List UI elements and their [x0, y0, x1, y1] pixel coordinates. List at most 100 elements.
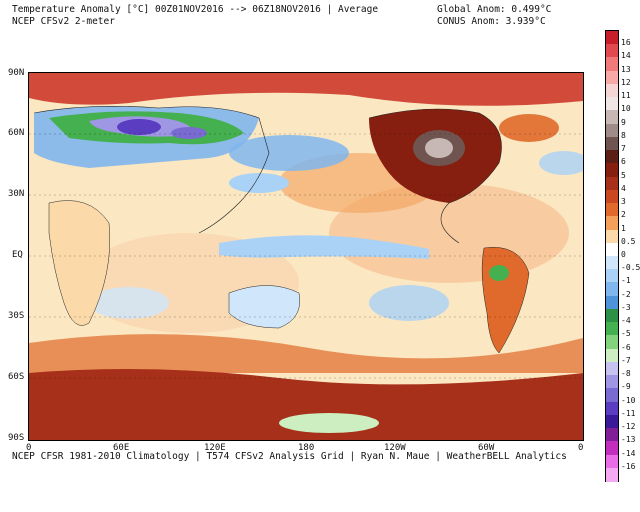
antarctic-cool-spot — [279, 413, 379, 433]
colorbar-label: -9 — [621, 382, 631, 392]
colorbar-label: 5 — [621, 170, 626, 180]
colorbar-label: -12 — [621, 422, 636, 432]
australia-landmass — [228, 285, 301, 329]
colorbar-label: 1 — [621, 223, 626, 233]
map-title: Temperature Anomaly [°C] 00Z01NOV2016 --… — [12, 4, 379, 15]
antarctic-warm-anomaly — [29, 369, 583, 440]
siberia-cold-anomaly — [117, 119, 161, 135]
colorbar-label: -6 — [621, 342, 631, 352]
colorbar-label: -16 — [621, 461, 636, 471]
lon-label-180: 180 — [298, 443, 315, 453]
colorbar-label: -4 — [621, 316, 631, 326]
colorbar-label: -2 — [621, 289, 631, 299]
colorbar-label: -14 — [621, 448, 636, 458]
colorbar-segment — [606, 57, 618, 72]
siberia-secondary-cold-spot — [171, 127, 207, 139]
colorbar-segment — [606, 229, 618, 244]
kuroshio-cool-patch — [229, 173, 289, 193]
lat-label-90n: 90N — [8, 68, 25, 78]
colorbar-label: -10 — [621, 395, 636, 405]
lat-label-60s: 60S — [8, 372, 25, 382]
colorbar — [605, 30, 619, 482]
colorbar-label: 0 — [621, 250, 626, 259]
colorbar-label: 9 — [621, 117, 626, 127]
colorbar-segment — [606, 110, 618, 125]
colorbar-segment — [606, 176, 618, 191]
lat-label-eq: EQ — [12, 250, 23, 260]
lat-label-60n: 60N — [8, 128, 25, 138]
colorbar-segment — [606, 150, 618, 165]
colorbar-label: 11 — [621, 91, 631, 101]
colorbar-segment — [606, 163, 618, 178]
north-pacific-cool-anomaly — [229, 135, 349, 171]
colorbar-segment — [606, 308, 618, 323]
canada-core-anomaly — [425, 138, 453, 158]
colorbar-segment — [606, 83, 618, 98]
lat-label-90s: 90S — [8, 433, 25, 443]
colorbar-segment — [606, 375, 618, 390]
lat-label-30n: 30N — [8, 189, 25, 199]
colorbar-segment — [606, 31, 618, 45]
colorbar-label: 3 — [621, 197, 626, 207]
colorbar-segment — [606, 123, 618, 138]
eurasia-coastline — [33, 106, 270, 234]
colorbar-segment — [606, 428, 618, 443]
colorbar-label: 4 — [621, 183, 626, 193]
lon-label-120w: 120W — [384, 443, 406, 453]
colorbar-label: -8 — [621, 369, 631, 379]
colorbar-segment — [606, 44, 618, 59]
lat-label-30s: 30S — [8, 311, 25, 321]
colorbar-label: 6 — [621, 157, 626, 167]
lon-label-60w: 60W — [478, 443, 495, 453]
greenland-warm-anomaly — [499, 114, 559, 142]
north-america-coastline — [368, 108, 502, 244]
colorbar-segment — [606, 136, 618, 151]
lon-label-0-west: 0 — [26, 443, 32, 453]
colorbar-label: 13 — [621, 64, 631, 74]
colorbar-segment — [606, 441, 618, 456]
southern-ocean-warm-band — [29, 334, 583, 373]
amazon-cool-spot — [489, 265, 509, 281]
colorbar-segment — [606, 388, 618, 403]
africa-landmass — [48, 200, 111, 326]
colorbar-label: -3 — [621, 302, 631, 312]
map-subtitle: NCEP CFSv2 2-meter — [12, 16, 115, 27]
colorbar-label: -7 — [621, 355, 631, 365]
colorbar-label: 0.5 — [621, 236, 636, 246]
colorbar-segment — [606, 269, 618, 284]
colorbar-segment — [606, 256, 618, 270]
anomaly-map-svg — [29, 73, 583, 440]
colorbar-segment — [606, 70, 618, 85]
global-anomaly-label: Global Anom: 0.499°C — [437, 4, 552, 15]
colorbar-segment — [606, 189, 618, 204]
colorbar-label: 14 — [621, 51, 631, 61]
colorbar-label: -13 — [621, 435, 636, 445]
colorbar-segment — [606, 401, 618, 416]
colorbar-segment — [606, 454, 618, 469]
equatorial-pacific-cool-band — [219, 235, 429, 259]
colorbar-segment — [606, 414, 618, 429]
lon-label-120e: 120E — [204, 443, 226, 453]
colorbar-segment — [606, 295, 618, 310]
colorbar-label: -11 — [621, 408, 636, 418]
map-credit: NCEP CFSR 1981-2010 Climatology | T574 C… — [12, 451, 567, 462]
colorbar-segment — [606, 348, 618, 363]
north-atlantic-cool-patch — [539, 151, 583, 175]
colorbar-segment — [606, 322, 618, 337]
arctic-warm-band — [29, 73, 583, 106]
colorbar-label: 16 — [621, 38, 631, 48]
colorbar-segment — [606, 335, 618, 350]
colorbar-label: 8 — [621, 130, 626, 140]
colorbar-segment — [606, 361, 618, 376]
colorbar-segment — [606, 203, 618, 218]
lon-label-0-east: 0 — [578, 443, 584, 453]
anomaly-map — [28, 72, 584, 441]
colorbar-segment — [606, 242, 618, 257]
colorbar-label: 10 — [621, 104, 631, 114]
colorbar-segment — [606, 282, 618, 297]
colorbar-label: -0.5 — [621, 263, 640, 273]
conus-anomaly-label: CONUS Anom: 3.939°C — [437, 16, 546, 27]
indian-ocean-cool-patch — [89, 287, 169, 319]
colorbar-segment — [606, 216, 618, 231]
colorbar-label: -5 — [621, 329, 631, 339]
